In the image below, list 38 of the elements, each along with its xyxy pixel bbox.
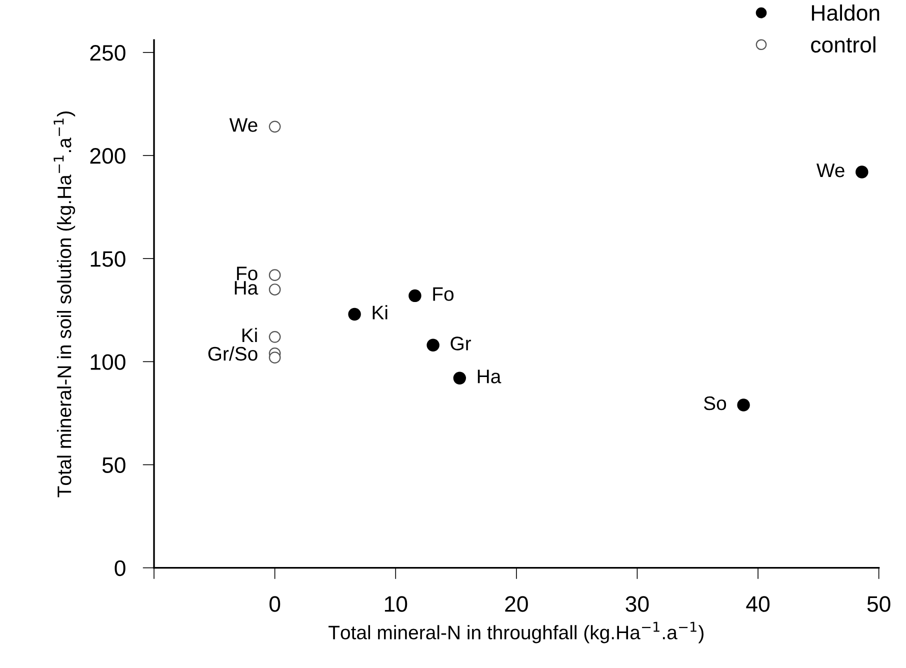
x-axis-title: Total mineral-N in throughfall (kg.Ha$^{−1}$.a$^{−1}$) bbox=[328, 622, 704, 644]
y-tick-label: 50 bbox=[102, 457, 126, 473]
annotation: Ki bbox=[372, 305, 388, 320]
x-tick-label: 40 bbox=[746, 596, 770, 612]
legend-label: Haldon bbox=[812, 4, 880, 21]
y-tick-label: 200 bbox=[90, 148, 126, 164]
annotation: Ha bbox=[478, 370, 502, 384]
point bbox=[408, 289, 422, 302]
point bbox=[268, 352, 281, 364]
point bbox=[426, 338, 440, 352]
x-tick-label: 50 bbox=[867, 596, 890, 612]
annotation: So bbox=[704, 396, 726, 410]
legend-label: control bbox=[811, 36, 876, 53]
point bbox=[268, 284, 281, 296]
annotation: Fo bbox=[237, 266, 258, 280]
annotation: Gr/So bbox=[208, 346, 258, 361]
point bbox=[268, 269, 281, 282]
y-tick-label: 250 bbox=[90, 44, 126, 61]
annotation: We bbox=[229, 118, 258, 132]
x-tick-label: 10 bbox=[384, 596, 408, 612]
x-tick-label: 0 bbox=[270, 596, 280, 612]
y-axis-title: Total mineral-N in soil solution (kg.Ha$^{−1}$.a$^{−1}$) bbox=[54, 112, 76, 498]
point bbox=[453, 372, 466, 385]
y-tick-label: 100 bbox=[90, 354, 126, 370]
annotation: Ha bbox=[234, 281, 258, 295]
point bbox=[268, 330, 281, 343]
annotation: We bbox=[816, 164, 844, 178]
y-tick-label: 150 bbox=[90, 251, 126, 267]
annotation: Fo bbox=[433, 287, 454, 301]
annotation: Gr bbox=[450, 336, 472, 350]
y-tick-label: 0 bbox=[114, 560, 126, 576]
point bbox=[856, 166, 868, 178]
x-tick-label: 30 bbox=[626, 596, 649, 612]
point bbox=[268, 120, 281, 133]
point bbox=[348, 308, 361, 321]
annotation: Ki bbox=[242, 328, 257, 342]
x-tick-label: 20 bbox=[505, 596, 528, 612]
point bbox=[737, 398, 750, 412]
